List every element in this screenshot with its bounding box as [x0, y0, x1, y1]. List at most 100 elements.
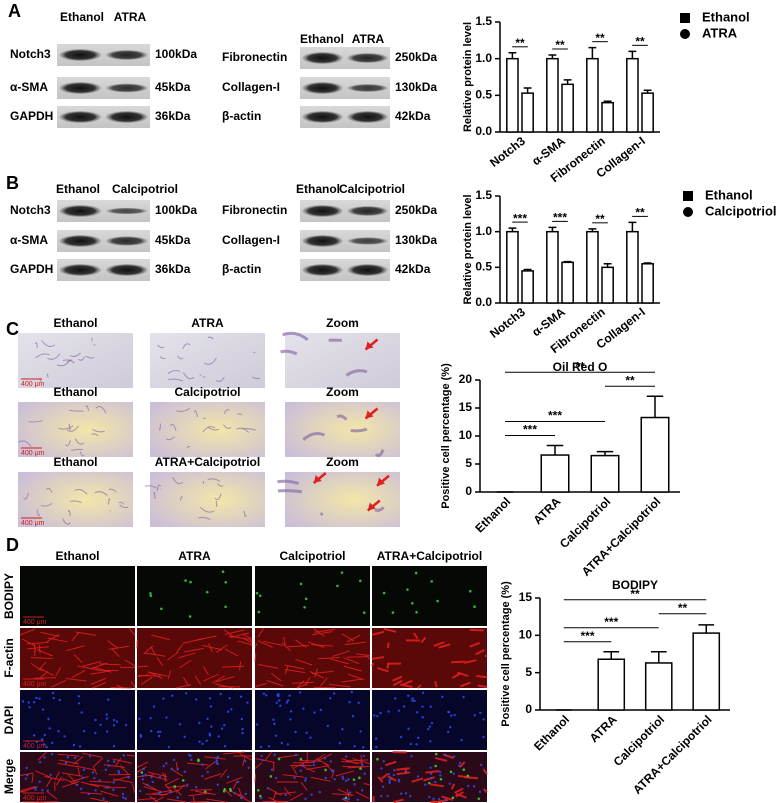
- blot-band: [59, 49, 102, 61]
- actin: [360, 754, 363, 764]
- nucleus: [223, 745, 227, 748]
- nucleus: [260, 754, 263, 758]
- nucleus: [138, 717, 141, 721]
- actin: [142, 782, 157, 791]
- cell: [186, 445, 191, 449]
- nucleus: [215, 757, 218, 760]
- significance-label: ***: [604, 615, 618, 629]
- cell: [277, 489, 303, 494]
- micrograph: [285, 333, 400, 388]
- legend-marker: [683, 191, 693, 201]
- y-tick-label: 1.5: [475, 14, 492, 28]
- nucleus: [240, 796, 243, 800]
- lipid: [299, 757, 303, 761]
- x-tick-label: Ethanol: [472, 494, 513, 535]
- nucleus: [347, 778, 350, 781]
- nucleus: [362, 754, 366, 758]
- nucleus: [444, 798, 447, 802]
- bar: [626, 57, 639, 133]
- blot-size-label: 45kDa: [155, 80, 191, 94]
- actin: [257, 640, 273, 648]
- actin: [380, 773, 389, 780]
- nucleus: [51, 691, 55, 695]
- nucleus: [434, 780, 437, 784]
- actin: [167, 798, 187, 803]
- nucleus: [40, 738, 44, 741]
- nucleus: [42, 743, 46, 746]
- nucleus: [184, 692, 188, 695]
- nucleus: [233, 792, 236, 795]
- nucleus: [421, 715, 424, 719]
- nucleus: [244, 792, 248, 796]
- actin: [75, 765, 96, 771]
- nucleus: [421, 691, 425, 694]
- cell: [166, 436, 175, 441]
- nucleus: [361, 763, 364, 767]
- nucleus: [122, 796, 125, 799]
- actin: [225, 629, 245, 635]
- nucleus: [94, 718, 97, 722]
- actin: [208, 643, 213, 653]
- blot-size-label: 130kDa: [395, 233, 437, 247]
- actin: [371, 656, 385, 660]
- nucleus: [139, 735, 143, 738]
- nucleus: [411, 697, 414, 700]
- nucleus: [267, 745, 271, 748]
- actin: [330, 658, 349, 665]
- cell: [200, 506, 215, 513]
- lipid: [324, 768, 327, 772]
- nucleus: [159, 730, 162, 733]
- nucleus: [239, 695, 243, 698]
- y-tick-label: 1.0: [475, 224, 492, 238]
- nucleus: [299, 769, 302, 772]
- error-bar: [548, 226, 557, 232]
- actin: [232, 780, 238, 790]
- actin: [66, 645, 85, 652]
- panel-label: A: [8, 1, 21, 21]
- nucleus: [452, 772, 455, 775]
- actin: [38, 644, 41, 654]
- actin: [151, 634, 170, 641]
- cell: [62, 518, 71, 525]
- lipid: [434, 764, 438, 768]
- micrograph: [137, 566, 252, 626]
- actin: [423, 776, 435, 782]
- blot-column-label: Calcipotriol: [339, 182, 405, 196]
- nucleus: [34, 788, 37, 791]
- nucleus: [429, 766, 432, 769]
- actin: [223, 751, 245, 755]
- actin: [112, 775, 131, 782]
- actin: [204, 773, 222, 780]
- cell: [66, 425, 79, 432]
- error-bar: [643, 89, 652, 94]
- actin: [113, 778, 134, 784]
- actin: [266, 679, 284, 687]
- nucleus: [482, 718, 485, 721]
- actin: [192, 795, 195, 803]
- scale-label: 400 μm: [23, 743, 47, 750]
- lipid: [257, 610, 261, 614]
- nucleus: [392, 773, 396, 777]
- actin: [116, 684, 124, 689]
- nucleus: [216, 783, 219, 786]
- actin: [363, 782, 371, 786]
- blot-column-label: Ethanol: [300, 32, 344, 46]
- nucleus: [288, 694, 291, 697]
- nucleus: [187, 753, 191, 757]
- nucleus: [289, 710, 293, 713]
- blot-row-label: Fibronectin: [222, 50, 287, 64]
- cell: [215, 376, 225, 383]
- cell: [157, 344, 165, 349]
- actin: [258, 664, 279, 669]
- actin: [254, 652, 257, 662]
- blot-row-label: Collagen-I: [222, 233, 280, 247]
- nucleus: [206, 770, 209, 774]
- nucleus: [152, 705, 156, 708]
- bar: [692, 632, 721, 711]
- actin: [59, 759, 80, 765]
- nucleus: [348, 700, 351, 704]
- nucleus: [122, 754, 126, 757]
- nucleus: [304, 797, 307, 801]
- nucleus: [438, 770, 442, 774]
- cell: [350, 427, 368, 433]
